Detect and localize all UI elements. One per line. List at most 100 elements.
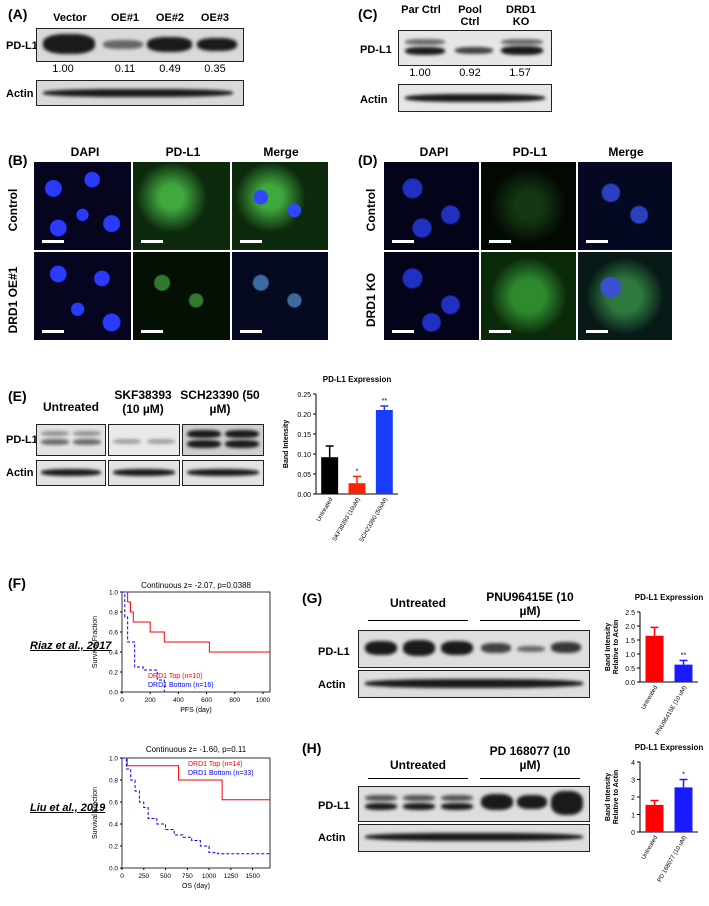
x-tick-label: 400 — [173, 697, 184, 704]
significance-label: ** — [382, 398, 388, 405]
dapi-image — [384, 162, 481, 252]
x-axis-label: OS (day) — [182, 883, 210, 890]
x-tick-label: 1000 — [256, 697, 271, 704]
x-tick-label: 1000 — [202, 873, 217, 880]
panel-b-label: (B) — [8, 152, 28, 168]
merge-image — [578, 162, 674, 252]
row-label: Actin — [318, 832, 346, 844]
row-label: Actin — [360, 94, 388, 106]
x-tick-label: 800 — [229, 697, 240, 704]
quant-value: 1.00 — [52, 63, 74, 75]
western-blot — [108, 424, 180, 456]
western-blot — [36, 28, 244, 62]
survival-curve — [122, 591, 270, 653]
panel-g-label: (G) — [302, 590, 323, 606]
bar — [674, 664, 693, 682]
quant-value: 1.00 — [409, 67, 431, 79]
panel-c-label: (C) — [358, 6, 378, 22]
row-label: Actin — [6, 88, 34, 100]
legend-entry: DRD1 Top (n=10) — [148, 673, 203, 680]
bracket-line — [480, 620, 580, 621]
row-label: Control — [364, 188, 378, 232]
y-tick-label: 0.25 — [297, 392, 311, 399]
microscopy-grid-d — [384, 162, 674, 342]
bar — [674, 787, 693, 832]
y-tick-label: 0.20 — [297, 412, 311, 419]
row-label: PD-L1 — [360, 44, 392, 56]
x-tick-label: 1500 — [245, 873, 260, 880]
pdl1-image — [481, 162, 578, 252]
significance-label: * — [356, 468, 359, 475]
western-blot — [36, 424, 106, 456]
western-blot — [358, 824, 590, 852]
y-tick-label: 1.0 — [109, 590, 118, 597]
y-tick-label: 0.00 — [297, 492, 311, 499]
row-label: DRD1 KO — [364, 273, 378, 328]
category-label: PNU96415E (10 uM) — [655, 685, 688, 736]
legend-entry: DRD1 Top (n=14) — [188, 761, 243, 768]
lane-label: DRD1 KO — [506, 4, 536, 28]
category-label: SCH23390 (50uM) — [359, 497, 389, 542]
y-tick-label: 3 — [631, 778, 635, 785]
x-tick-label: 200 — [145, 697, 156, 704]
western-blot — [182, 424, 264, 456]
y-tick-label: 0 — [631, 830, 635, 837]
bar — [645, 635, 664, 682]
y-tick-label: 0.0 — [625, 680, 635, 687]
quant-value: 0.49 — [159, 63, 181, 75]
x-tick-label: 600 — [201, 697, 212, 704]
y-tick-label: 0.0 — [109, 690, 118, 697]
panel-d-label: (D) — [358, 152, 378, 168]
x-tick-label: 0 — [120, 873, 124, 880]
row-label: Actin — [6, 467, 34, 479]
column-label: Merge — [263, 145, 299, 159]
lane-label: OE#1 — [110, 12, 140, 24]
survival-curve — [122, 757, 270, 855]
dapi-image — [34, 252, 133, 342]
x-tick-label: 750 — [182, 873, 193, 880]
western-blot — [108, 460, 180, 486]
bar-chart-e: PD-L1 Expression 0.00 0.05 0.10 0.15 0.20 0.25… — [283, 375, 398, 542]
category-label: PD 168077 (10 uM) — [657, 835, 688, 883]
x-tick-label: 0 — [120, 697, 124, 704]
category-label: SKF38393 (10uM) — [332, 497, 362, 542]
bracket-line — [368, 620, 468, 621]
y-tick-label: 0.2 — [109, 670, 118, 677]
y-tick-label: 1.5 — [625, 638, 635, 645]
row-label: PD-L1 — [318, 800, 350, 812]
column-label: PD-L1 — [165, 145, 201, 159]
y-tick-label: 0.4 — [109, 650, 118, 657]
microscopy-grid-b — [34, 162, 330, 342]
legend-entry: DRD1 Bottom (n=33) — [188, 770, 254, 777]
row-label: DRD1 OE#1 — [6, 266, 20, 334]
x-tick-label: 500 — [160, 873, 171, 880]
column-label: Merge — [608, 145, 644, 159]
dapi-image — [384, 252, 481, 342]
group-label: PNU96415E (10 µM) — [486, 590, 574, 618]
lane-label: OE#2 — [155, 12, 185, 24]
group-label: Untreated — [389, 758, 446, 772]
bar-chart-h: PD-L1 Expression 0 1 2 3 4 Band IntensityRelat… — [605, 743, 704, 883]
western-blot — [358, 670, 590, 698]
y-tick-label: 0.8 — [109, 778, 118, 785]
x-tick-label: 250 — [138, 873, 149, 880]
lane-label: Pool Ctrl — [458, 4, 482, 28]
row-label: PD-L1 — [6, 434, 38, 446]
panel-a-label: (A) — [8, 6, 28, 22]
row-label: Control — [6, 188, 20, 232]
plot-frame — [121, 757, 271, 869]
panel-e-label: (E) — [8, 388, 27, 404]
y-tick-label: 0.4 — [109, 822, 118, 829]
survival-curve — [122, 757, 270, 801]
bar — [375, 410, 393, 494]
group-label: SKF38393 (10 µM) — [114, 388, 172, 416]
bracket-line — [480, 778, 580, 779]
chart-title: PD-L1 Expression — [635, 743, 704, 752]
y-tick-label: 2 — [631, 795, 635, 802]
quant-value: 0.92 — [459, 67, 481, 79]
quant-value: 1.57 — [509, 67, 531, 79]
reference-label: Riaz et al., 2017 — [30, 640, 112, 652]
column-label: DAPI — [70, 145, 100, 159]
y-tick-label: 2.5 — [625, 610, 635, 617]
group-label: PD 168077 (10 µM) — [489, 744, 571, 772]
